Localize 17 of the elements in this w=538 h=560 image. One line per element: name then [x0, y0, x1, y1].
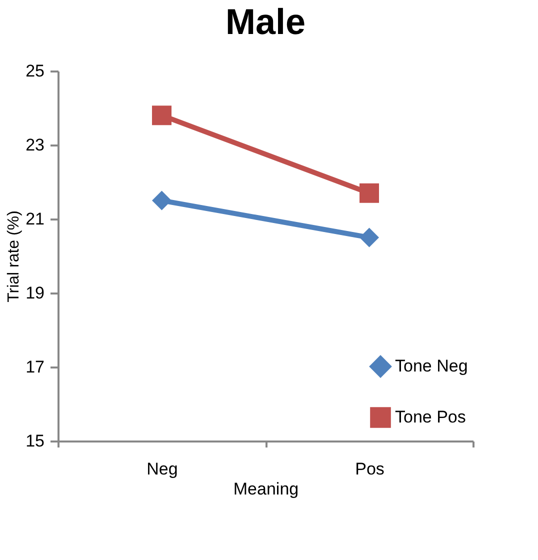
y-axis-title: Trial rate (%)	[6, 210, 23, 302]
legend-label: Tone Neg	[395, 356, 468, 376]
y-tick-label: 25	[26, 62, 44, 80]
x-tick-label: Neg	[146, 460, 178, 478]
point	[360, 183, 379, 203]
legend-label: Tone Pos	[395, 408, 466, 426]
y-tick-label: 23	[26, 136, 44, 154]
x-axis-title: Meaning	[233, 480, 299, 498]
x-tick-label: Pos	[355, 460, 384, 478]
chart-title: Male	[225, 1, 306, 42]
y-tick-label: 21	[26, 210, 44, 228]
point	[360, 228, 379, 248]
y-tick-label: 17	[26, 358, 44, 376]
y-tick-label: 15	[26, 432, 44, 450]
y-tick-label: 19	[26, 284, 44, 302]
point	[152, 106, 172, 126]
point	[152, 190, 172, 210]
